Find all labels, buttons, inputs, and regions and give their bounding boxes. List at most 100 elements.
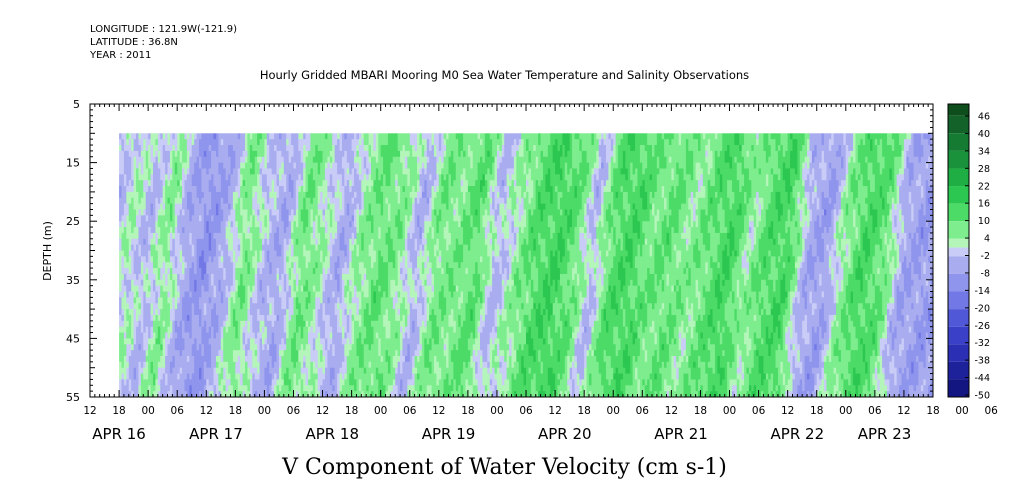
heatmap-cell — [184, 297, 188, 304]
heatmap-cell — [167, 273, 171, 281]
heatmap-cell — [383, 145, 386, 152]
heatmap-cell — [128, 203, 132, 210]
heatmap-cell — [310, 268, 314, 275]
heatmap-cell — [242, 379, 246, 386]
heatmap-cell — [199, 273, 202, 281]
heatmap-cell — [208, 162, 212, 169]
heatmap-cell — [375, 355, 379, 363]
heatmap-cell — [196, 232, 200, 240]
heatmap-cell — [298, 156, 302, 163]
heatmap-cell — [283, 391, 287, 398]
heatmap-cell — [371, 273, 374, 281]
heatmap-cell — [298, 244, 302, 251]
heatmap-cell — [337, 227, 340, 234]
heatmap-cell — [167, 297, 171, 304]
heatmap-cell — [165, 232, 168, 240]
heatmap-cell — [293, 373, 297, 380]
heatmap-cell — [245, 186, 248, 193]
heatmap-cell — [148, 156, 151, 163]
heatmap-cell — [172, 314, 176, 322]
heatmap-cell — [140, 162, 144, 169]
heatmap-cell — [259, 156, 263, 163]
heatmap-cell — [225, 291, 229, 298]
heatmap-cell — [346, 332, 350, 339]
heatmap-cell — [252, 367, 256, 374]
heatmap-cell — [283, 373, 287, 380]
heatmap-cell — [291, 285, 294, 292]
heatmap-cell — [366, 303, 369, 310]
heatmap-cell — [278, 367, 282, 374]
heatmap-cell — [220, 150, 224, 158]
heatmap-cell — [240, 256, 244, 263]
heatmap-cell — [368, 197, 372, 205]
heatmap-cell — [223, 391, 227, 398]
heatmap-cell — [363, 303, 367, 310]
heatmap-cell — [375, 150, 379, 158]
heatmap-cell — [254, 297, 258, 304]
heatmap-cell — [295, 303, 299, 310]
heatmap-cell — [298, 373, 302, 380]
heatmap-cell — [220, 326, 224, 333]
heatmap-cell — [310, 285, 314, 292]
heatmap-cell — [278, 344, 282, 351]
heatmap-cell — [283, 209, 287, 216]
heatmap-cell — [351, 385, 355, 392]
heatmap-cell — [264, 197, 268, 205]
heatmap-cell — [201, 320, 205, 328]
heatmap-cell — [383, 344, 386, 351]
heatmap-cell — [131, 156, 134, 163]
heatmap-cell — [334, 344, 338, 351]
heatmap-cell — [254, 273, 258, 281]
heatmap-cell — [254, 227, 258, 234]
heatmap-cell — [385, 332, 389, 339]
heatmap-cell — [361, 238, 365, 246]
heatmap-cell — [293, 186, 297, 193]
heatmap-cell — [288, 133, 292, 140]
heatmap-cell — [327, 355, 331, 363]
heatmap-cell — [312, 174, 316, 181]
heatmap-cell — [337, 256, 340, 263]
heatmap-cell — [206, 355, 210, 363]
heatmap-cell — [230, 221, 234, 228]
heatmap-cell — [145, 320, 149, 328]
heatmap-cell — [274, 256, 277, 263]
heatmap-cell — [315, 285, 319, 292]
heatmap-cell — [165, 244, 168, 251]
heatmap-cell — [371, 297, 374, 304]
heatmap-cell — [121, 367, 125, 374]
heatmap-cell — [300, 309, 304, 316]
heatmap-cell — [123, 215, 127, 222]
heatmap-cell — [123, 250, 127, 257]
heatmap-cell — [259, 285, 263, 292]
heatmap-cell — [133, 361, 137, 369]
heatmap-cell — [269, 268, 273, 275]
heatmap-cell — [157, 156, 161, 163]
heatmap-cell — [264, 355, 268, 363]
heatmap-cell — [155, 215, 159, 222]
heatmap-cell — [308, 232, 311, 240]
heatmap-cell — [208, 191, 212, 199]
heatmap-cell — [264, 162, 268, 169]
heatmap-cell — [344, 145, 348, 152]
heatmap-cell — [194, 379, 197, 386]
heatmap-cell — [128, 197, 132, 205]
heatmap-cell — [332, 227, 336, 234]
heatmap-cell — [356, 180, 360, 187]
heatmap-cell — [269, 361, 273, 369]
heatmap-cell — [264, 186, 268, 193]
heatmap-cell — [148, 268, 151, 275]
heatmap-cell — [298, 285, 302, 292]
heatmap-cell — [131, 256, 134, 263]
heatmap-cell — [368, 221, 372, 228]
heatmap-cell — [283, 262, 287, 269]
heatmap-cell — [351, 256, 355, 263]
heatmap-cell — [308, 133, 311, 140]
heatmap-cell — [186, 326, 190, 333]
heatmap-cell — [354, 256, 357, 263]
heatmap-cell — [351, 273, 355, 281]
heatmap-cell — [138, 221, 142, 228]
heatmap-cell — [152, 367, 156, 374]
heatmap-cell — [358, 309, 362, 316]
heatmap-cell — [123, 361, 127, 369]
heatmap-cell — [172, 180, 176, 187]
